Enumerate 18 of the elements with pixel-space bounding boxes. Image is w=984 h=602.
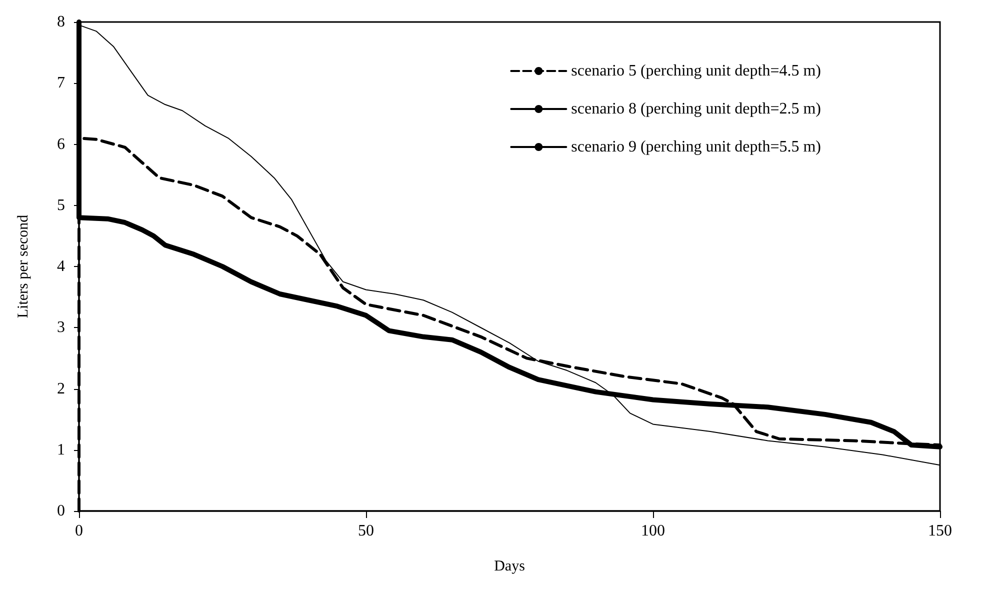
y-axis-title: Liters per second [16,214,32,318]
x-axis-title: Days [494,558,526,574]
y-tick-label: 8 [57,14,65,30]
x-tick-label: 0 [75,522,83,540]
y-tick-label: 1 [57,441,65,458]
y-tick-label: 6 [57,136,65,153]
y-tick-label: 7 [57,74,65,92]
x-tick-label: 50 [358,522,374,540]
legend-label: scenario 9 (perching unit depth=5.5 m) [571,138,821,156]
legend-label: scenario 8 (perching unit depth=2.5 m) [571,100,821,118]
y-tick-label: 4 [57,258,65,275]
y-tick-label: 2 [57,380,65,398]
y-tick-label: 0 [57,502,65,520]
legend-label: scenario 5 (perching unit depth=4.5 m) [571,62,821,80]
y-tick-label: 5 [57,196,65,214]
y-tick-label: 3 [57,319,65,336]
x-tick-label: 150 [928,522,952,540]
x-tick-label: 100 [641,522,665,540]
